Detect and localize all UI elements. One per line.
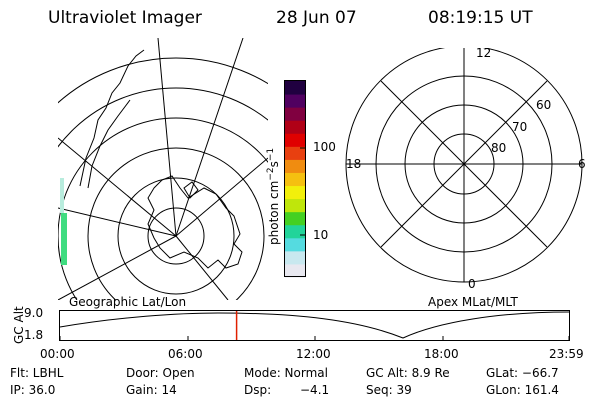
- gc-alt-info: GC Alt: 8.9 Re: [366, 366, 450, 380]
- colorbar-band: [285, 81, 306, 95]
- mlt-label-0: 0: [468, 277, 476, 291]
- seq-info: Seq: 39: [366, 383, 412, 397]
- colorbar-tick-100: 100: [313, 140, 336, 154]
- colorbar-unit-label: photon cm−2s−1: [266, 147, 281, 245]
- colorbar-band: [285, 94, 306, 108]
- colorbar-band: [285, 250, 306, 265]
- glat-info: GLat: −66.7: [486, 366, 559, 380]
- dsp-value: −4.1: [300, 383, 330, 397]
- meridian-line: [58, 137, 177, 237]
- door-info: Door: Open: [126, 366, 195, 380]
- app-title: Ultraviolet Imager: [48, 8, 202, 28]
- mode-info: Mode: Normal: [244, 366, 328, 380]
- mlat-label-80: 80: [491, 141, 507, 155]
- coastline: [183, 181, 199, 199]
- colorbar-tick-10: 10: [313, 228, 329, 242]
- time-tick-2359: 23:59: [549, 347, 584, 361]
- altitude-plot: [59, 310, 571, 341]
- time-tick-1800: 18:00: [424, 347, 459, 361]
- colorbar-band: [285, 211, 306, 226]
- mlt-label-6: 6: [578, 157, 586, 171]
- colorbar-band: [285, 120, 306, 134]
- colorbar-band: [285, 172, 306, 187]
- date-label: 28 Jun 07: [276, 8, 357, 28]
- colorbar-band: [285, 237, 306, 252]
- meridian-line: [175, 157, 268, 237]
- mlat-label-70: 70: [512, 120, 528, 134]
- lat-circle: [147, 207, 205, 265]
- time-tick-1200: 12:00: [296, 347, 331, 361]
- colorbar-band: [285, 224, 306, 239]
- altitude-ytick-min: 1.8: [24, 328, 44, 342]
- coastline-antarctica: [147, 175, 243, 269]
- glon-info: GLon: 161.4: [486, 383, 559, 397]
- mlt-label-12: 12: [476, 46, 492, 60]
- magnetic-polar-plot: [345, 48, 583, 283]
- colorbar-band: [285, 146, 306, 160]
- geographic-panel-title: Geographic Lat/Lon: [69, 295, 187, 309]
- mlt-label-18: 18: [346, 157, 362, 171]
- coastline: [79, 49, 145, 187]
- geographic-map: [58, 38, 268, 300]
- colorbar-band: [285, 133, 306, 147]
- time-tick-0000: 00:00: [40, 347, 75, 361]
- time-tick-0600: 06:00: [168, 347, 203, 361]
- magnetic-panel-title: Apex MLat/MLT: [428, 295, 518, 309]
- dsp-label: Dsp:: [244, 383, 272, 397]
- colorbar-band: [285, 263, 306, 278]
- meridian-line: [58, 207, 177, 237]
- lat-circle: [58, 117, 268, 300]
- colorbar-band: [285, 185, 306, 200]
- mlt-line-diagonal: [380, 80, 548, 248]
- aurora-emission: [60, 178, 64, 213]
- color-bar: [284, 80, 306, 278]
- lat-circle: [58, 87, 268, 148]
- lat-circle: [117, 177, 235, 295]
- meridian-line: [157, 38, 177, 237]
- ip-info: IP: 36.0: [10, 383, 56, 397]
- mlat-label-60: 60: [536, 98, 552, 112]
- lat-circle: [58, 57, 268, 104]
- coastline: [87, 99, 131, 189]
- colorbar-band: [285, 107, 306, 121]
- meridian-line: [175, 38, 244, 237]
- gain-info: Gain: 14: [126, 383, 177, 397]
- altitude-curve: [59, 311, 571, 339]
- aurora-emission: [61, 213, 67, 265]
- lat-circle: [87, 147, 265, 300]
- time-label: 08:19:15 UT: [428, 8, 533, 28]
- altitude-ytick-max: 9.0: [24, 306, 44, 320]
- colorbar-band: [285, 159, 306, 173]
- colorbar-band: [285, 198, 306, 213]
- filter-info: Flt: LBHL: [10, 366, 64, 380]
- meridian-line: [175, 235, 229, 300]
- meridian-line: [58, 235, 177, 300]
